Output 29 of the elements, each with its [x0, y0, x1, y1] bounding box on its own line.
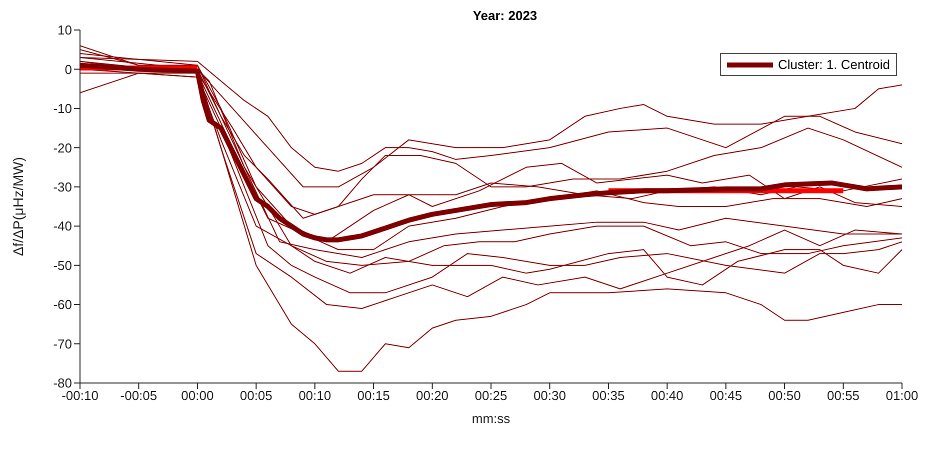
x-tick-label: 00:35: [592, 388, 625, 404]
x-tick-label: 00:30: [533, 388, 566, 404]
chart-title: Year: 2023: [472, 8, 538, 23]
x-tick-label: 00:50: [768, 388, 801, 404]
x-tick-label: 01:00: [886, 388, 918, 404]
y-tick-label: -20: [53, 140, 72, 156]
y-tick-label: -70: [53, 336, 72, 352]
x-tick-label: 00:55: [827, 388, 860, 404]
y-tick-label: 10: [58, 22, 72, 38]
y-tick-label: -10: [53, 101, 72, 116]
x-tick-label: 00:10: [298, 388, 332, 404]
x-tick-label: 00:20: [416, 388, 449, 404]
x-tick-label: 00:05: [240, 388, 272, 404]
y-tick-label: -80: [53, 376, 72, 391]
x-tick-label: 00:00: [181, 388, 214, 404]
x-tick-label: 00:40: [650, 388, 684, 404]
y-tick-label: 0: [64, 62, 72, 77]
y-tick-label: -50: [53, 258, 72, 273]
y-axis-title: Δf/ΔP(μHz/MW): [10, 156, 26, 256]
x-tick-label: -00:05: [120, 388, 158, 404]
x-tick-label: 00:45: [710, 388, 742, 404]
legend-label: Cluster: 1. Centroid: [778, 57, 890, 72]
x-tick-label: 00:15: [357, 388, 390, 404]
x-tick-label: 00:25: [474, 388, 508, 404]
y-tick-label: -60: [53, 297, 72, 312]
x-tick-label: -00:10: [62, 388, 98, 404]
y-tick-label: -40: [53, 218, 72, 234]
x-axis-title: mm:ss: [472, 411, 511, 426]
y-tick-label: -30: [53, 180, 72, 195]
